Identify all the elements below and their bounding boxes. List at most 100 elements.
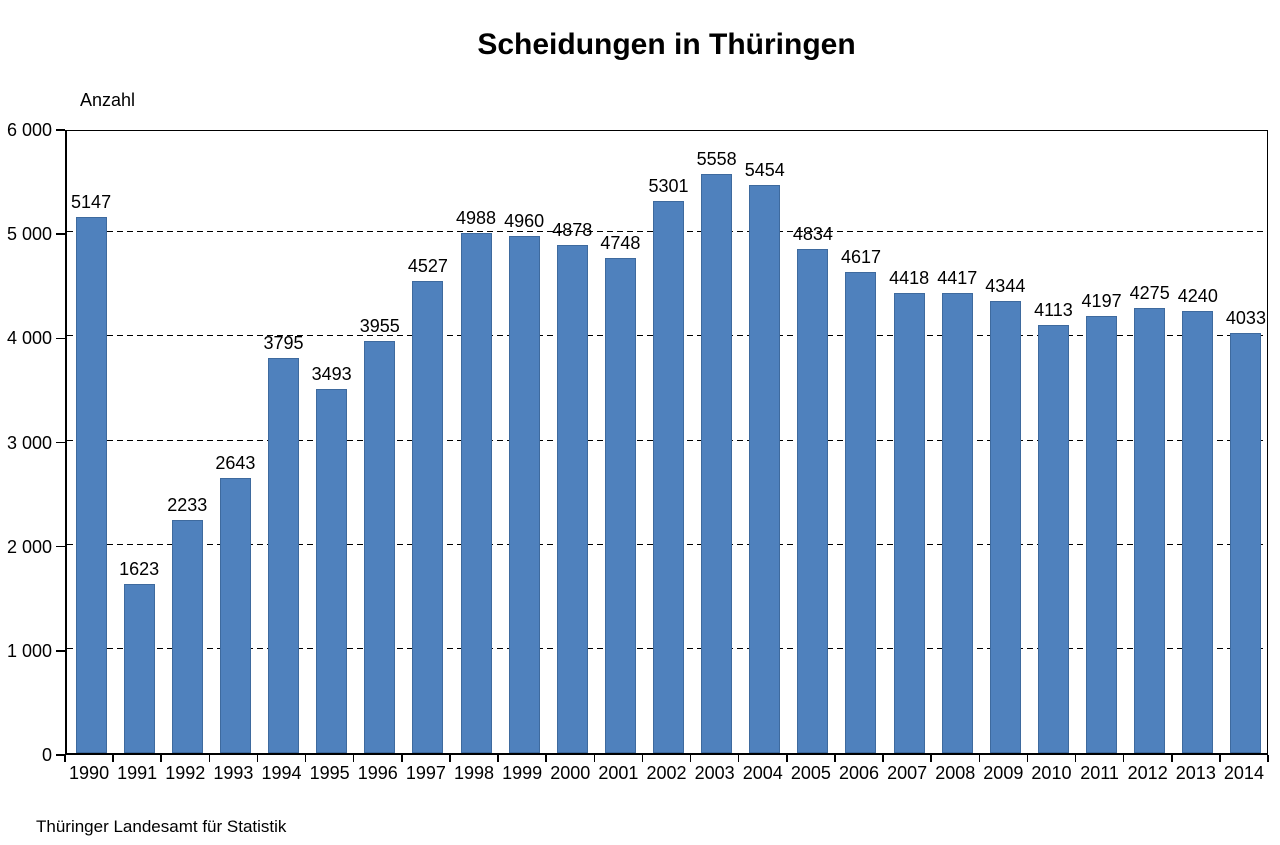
- x-tick-mark: [1026, 755, 1029, 762]
- bar: [364, 341, 396, 753]
- bar-value-label: 4033: [1225, 307, 1266, 328]
- bar: [412, 281, 444, 753]
- x-tick-mark: [930, 755, 932, 762]
- bar: [75, 216, 107, 753]
- bar-value-label: 1623: [119, 558, 160, 579]
- bar-value-label: 5301: [648, 175, 689, 196]
- y-tick-label: 6 000: [6, 120, 52, 140]
- bar: [316, 389, 348, 753]
- x-tick-label: 2000: [550, 763, 591, 783]
- x-tick-label: 1994: [261, 763, 302, 783]
- x-tick-mark: [978, 755, 981, 762]
- x-tick-label: 2012: [1127, 763, 1168, 783]
- x-tick-mark: [689, 755, 692, 762]
- bar: [460, 233, 492, 753]
- x-tick-label: 2002: [646, 763, 687, 783]
- x-tick-label: 2007: [887, 763, 928, 783]
- x-tick-mark: [256, 755, 259, 762]
- x-tick-mark: [545, 755, 547, 762]
- bar: [845, 272, 877, 753]
- x-tick-mark: [401, 755, 403, 762]
- x-tick-label: 1990: [69, 763, 110, 783]
- bar: [556, 244, 588, 753]
- y-axis-title: Anzahl: [80, 90, 136, 110]
- x-tick-mark: [497, 755, 499, 762]
- source-note: Thüringer Landesamt für Statistik: [36, 817, 287, 836]
- bar-value-label: 4113: [1034, 299, 1073, 320]
- y-tick-label: 0: [41, 745, 52, 765]
- x-tick-label: 2003: [694, 763, 735, 783]
- x-tick-label: 2001: [598, 763, 639, 783]
- x-tick-mark: [112, 755, 114, 762]
- y-tick-label: 5 000: [6, 224, 52, 245]
- y-tick-label: 1 000: [6, 640, 52, 661]
- x-tick-mark: [1171, 755, 1173, 762]
- x-tick-label: 1996: [357, 763, 398, 783]
- y-tick-mark: [56, 545, 65, 548]
- bar-value-label: 4344: [985, 275, 1026, 296]
- x-tick-label: 1993: [213, 763, 254, 783]
- x-tick-mark: [1074, 755, 1077, 762]
- bar: [653, 200, 684, 753]
- bar-value-label: 3795: [263, 332, 304, 353]
- bar: [941, 292, 973, 753]
- x-tick-label: 1997: [405, 763, 446, 783]
- bar-value-label: 4240: [1177, 286, 1218, 307]
- x-tick-label: 2011: [1080, 763, 1119, 783]
- bar-value-label: 4617: [840, 247, 881, 268]
- x-tick-label: 2004: [742, 763, 783, 783]
- y-tick-mark: [56, 129, 65, 131]
- x-tick-mark: [64, 755, 66, 762]
- bar: [1134, 307, 1166, 753]
- x-tick-mark: [1219, 755, 1221, 762]
- x-tick-mark: [593, 755, 596, 762]
- y-tick-mark: [56, 650, 65, 652]
- x-tick-mark: [786, 755, 788, 762]
- bar: [171, 520, 203, 753]
- plot-area: 5147 1623 2233 2643 3795 3493 3955 4527 4988 4960…: [65, 130, 1268, 755]
- bar-value-label: 2233: [167, 495, 208, 516]
- bar-value-label: 4527: [407, 256, 448, 277]
- bar-value-label: 4417: [937, 267, 978, 288]
- bar: [893, 292, 925, 753]
- bar: [989, 300, 1021, 753]
- x-tick-label: 2013: [1175, 763, 1216, 783]
- bar-value-label: 4275: [1129, 282, 1170, 303]
- x-tick-mark: [304, 755, 307, 762]
- bar-value-label: 3493: [311, 364, 352, 385]
- y-tick-mark: [56, 233, 65, 235]
- x-tick-mark: [1122, 755, 1125, 762]
- chart-title: Scheidungen in Thüringen: [477, 28, 856, 61]
- bar-value-label: 5147: [71, 191, 112, 212]
- y-tick-mark: [56, 441, 65, 444]
- bar: [1086, 315, 1118, 753]
- bar-value-label: 5454: [744, 159, 785, 180]
- bar: [604, 258, 636, 753]
- bar: [1230, 332, 1262, 753]
- y-tick-label: 3 000: [6, 432, 52, 453]
- bar: [508, 236, 540, 753]
- x-tick-mark: [737, 755, 740, 762]
- bar: [1182, 311, 1214, 753]
- x-tick-mark: [160, 755, 162, 762]
- bar: [123, 583, 155, 753]
- bar: [219, 477, 251, 753]
- x-tick-label: 1999: [502, 763, 543, 783]
- bar-value-label: 4418: [889, 267, 930, 288]
- x-tick-label: 1992: [165, 763, 206, 783]
- x-tick-mark: [641, 755, 644, 762]
- y-tick-mark: [56, 754, 65, 756]
- x-tick-label: 1991: [117, 763, 158, 783]
- bar-value-label: 4834: [792, 224, 833, 245]
- x-tick-mark: [449, 755, 451, 762]
- x-tick-label: 2014: [1223, 763, 1264, 783]
- y-tick-label: 2 000: [6, 536, 52, 557]
- x-tick-mark: [882, 755, 884, 762]
- x-tick-label: 1998: [453, 763, 495, 783]
- bar: [749, 184, 781, 753]
- bar-value-label: 4960: [504, 211, 545, 232]
- bar-value-label: 4878: [552, 219, 593, 240]
- bar-value-label: 5558: [696, 149, 737, 170]
- y-tick-mark: [56, 337, 65, 340]
